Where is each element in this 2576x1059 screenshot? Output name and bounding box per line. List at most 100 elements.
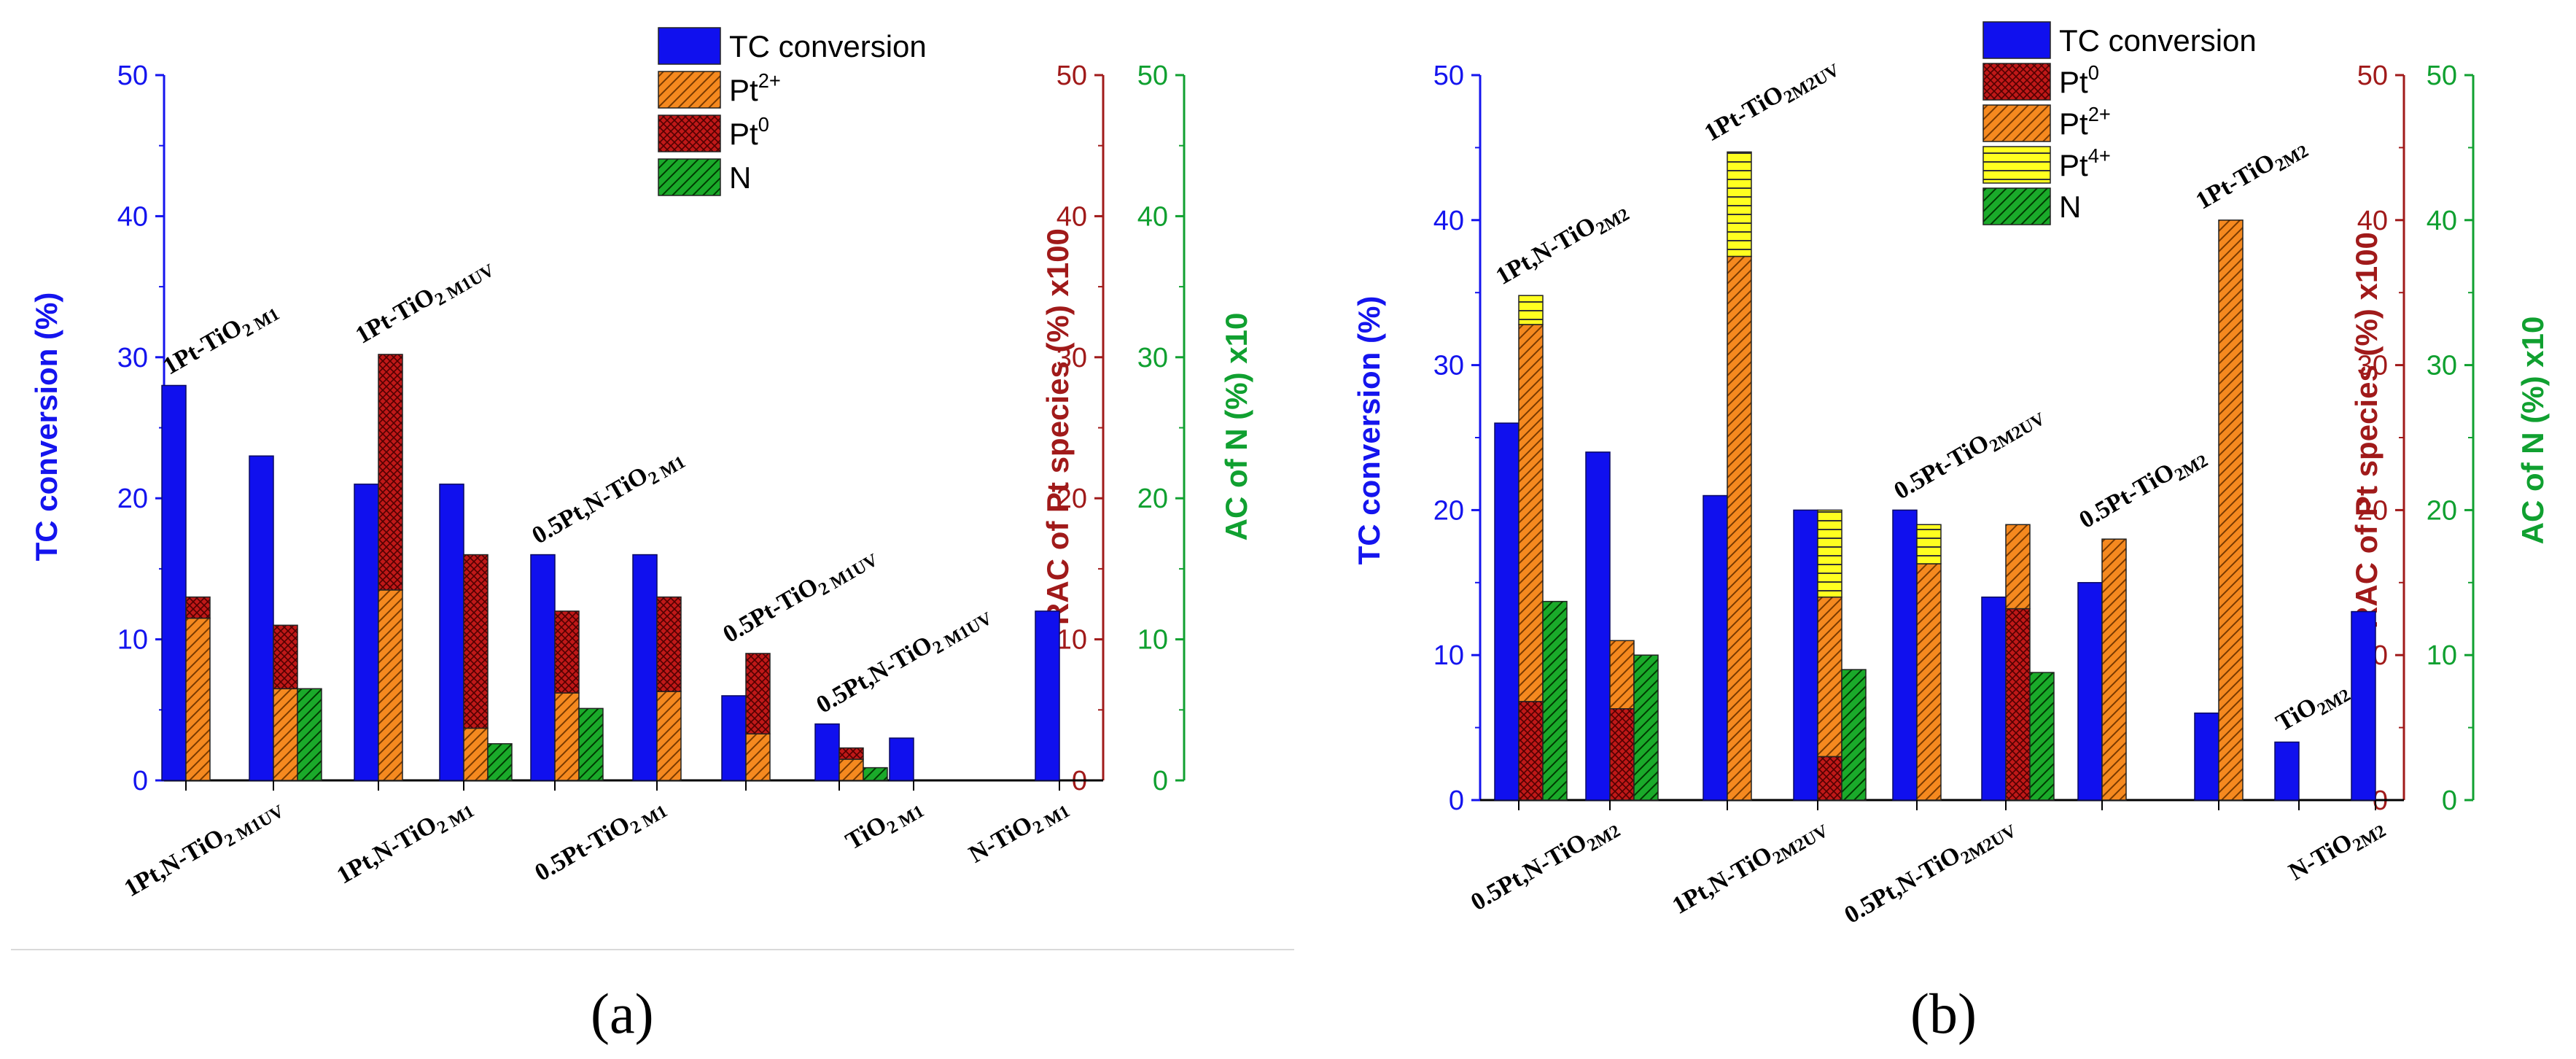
bar-pt2 xyxy=(1817,596,1842,758)
bar-n xyxy=(1841,669,1867,801)
legend-sup: 0 xyxy=(758,113,769,136)
green-axis-tick-label: 40 xyxy=(1137,201,1168,232)
panel-a-chart: 0 10 20 30 40 50 0 10 20 30 40 50 0 10 20 30 40 50 TC conv… xyxy=(29,27,1253,907)
legend-label: Pt0 xyxy=(729,113,769,151)
left-axis-tick-label: 40 xyxy=(117,201,148,232)
bar-pt0 xyxy=(554,610,580,694)
bar-n xyxy=(578,707,604,781)
green-axis-tick-label: 10 xyxy=(2427,640,2457,671)
legend-swatch xyxy=(1982,104,2051,142)
bar-pt0 xyxy=(273,624,298,690)
left-axis-tick-label: 50 xyxy=(117,61,148,91)
legend-swatch xyxy=(1982,63,2051,101)
sample-label: 0.5Pt,N-TiO2M2 xyxy=(1466,811,1624,920)
sample-label-sub: 2 M1 xyxy=(884,802,927,838)
bar-pt0 xyxy=(1518,701,1544,801)
sample-label-sub: 2 M1UV xyxy=(432,260,498,310)
sample-label-sub: 2 M1 xyxy=(645,452,689,489)
bar-tc xyxy=(721,695,747,781)
red-axis-tick-label: 40 xyxy=(2357,206,2388,236)
left-axis-tick-label: 30 xyxy=(117,343,148,373)
bar-pt2 xyxy=(1916,563,1942,801)
bar-pt2 xyxy=(463,727,489,781)
panel-divider xyxy=(11,949,1294,950)
legend-sup: 0 xyxy=(2088,61,2099,84)
red-axis-tick-label: 30 xyxy=(2357,351,2388,381)
bar-pt4 xyxy=(1817,509,1842,598)
sample-label-sub: 2 M1 xyxy=(434,802,478,838)
green-axis-tick-label: 30 xyxy=(2427,351,2457,381)
red-axis-tick-label: 20 xyxy=(2357,495,2388,526)
bar-pt0 xyxy=(185,596,211,619)
legend-swatch xyxy=(658,71,721,109)
green-axis-tick-label: 20 xyxy=(2427,495,2457,526)
green-axis-tick-label: 30 xyxy=(1137,343,1168,373)
bar-pt2 xyxy=(2218,220,2244,801)
sample-label: 1Pt-TiO2 M1 xyxy=(159,294,284,384)
legend-sup: 2+ xyxy=(2088,103,2111,125)
sample-label-sub: 2 M1 xyxy=(627,802,671,838)
left-axis-tick-label: 20 xyxy=(117,484,148,514)
bar-tc xyxy=(2077,582,2103,801)
sample-label: 1Pt,N-TiO2 M1UV xyxy=(120,791,287,907)
green-axis-tick-label: 0 xyxy=(1153,766,1168,796)
legend-swatch xyxy=(658,115,721,152)
bar-pt2 xyxy=(838,759,864,781)
bar-tc xyxy=(2351,610,2376,801)
bar-n xyxy=(2029,672,2055,801)
bar-pt4 xyxy=(1727,151,1752,257)
bar-pt2 xyxy=(745,733,771,781)
y3-axis-label: AC of N (%) x10 xyxy=(2515,317,2550,545)
bar-tc xyxy=(814,723,840,781)
legend-label: TC conversion xyxy=(2059,23,2257,58)
sample-label-sub: 2M2 xyxy=(2272,141,2312,176)
legend-label: N xyxy=(729,160,751,195)
sample-label-sub: 2M2 xyxy=(2171,451,2211,485)
legend-label: Pt4+ xyxy=(2059,144,2111,182)
bar-pt0 xyxy=(838,747,864,760)
bar-pt2 xyxy=(378,589,403,781)
bar-pt2 xyxy=(1609,640,1635,710)
y-axis-label: TC conversion (%) xyxy=(29,292,63,562)
legend-swatch xyxy=(658,27,721,65)
sample-label-sub: 2M2UV xyxy=(1781,60,1843,107)
red-axis-tick-label: 50 xyxy=(1057,61,1087,91)
green-axis-tick-label: 0 xyxy=(2442,785,2457,816)
left-axis-tick-label: 20 xyxy=(1433,495,1464,526)
bar-n xyxy=(297,688,322,781)
sample-label: TiO2M2 xyxy=(2272,675,2354,741)
left-axis-tick-label: 0 xyxy=(1449,785,1464,816)
legend-swatch xyxy=(1982,146,2051,184)
legend-label: TC conversion xyxy=(729,29,927,63)
y2-axis-label: RAC of Pt species (%) x100 xyxy=(1040,228,1075,625)
bar-pt0 xyxy=(1609,708,1635,801)
sample-label-sub: 2 M1 xyxy=(239,304,283,341)
bar-n xyxy=(487,742,513,781)
bar-tc xyxy=(889,737,914,781)
bar-tc xyxy=(632,554,658,781)
legend-label: Pt0 xyxy=(2059,61,2099,99)
sample-label: 1Pt-TiO2M2UV xyxy=(1700,50,1843,150)
sample-label: 1Pt-TiO2M2 xyxy=(2192,131,2312,219)
sample-label: 0.5Pt,N-TiO2M2UV xyxy=(1840,811,2020,933)
bar-tc xyxy=(1585,451,1611,801)
legend-swatch xyxy=(658,158,721,196)
green-axis-tick-label: 50 xyxy=(1137,61,1168,91)
left-axis-tick-label: 40 xyxy=(1433,206,1464,236)
bar-tc xyxy=(1892,509,1918,801)
sample-label: 0.5Pt-TiO2 M1 xyxy=(530,791,671,891)
legend-swatch xyxy=(1982,187,2051,225)
sample-label: N-TiO2 M1 xyxy=(965,791,1073,872)
sample-label-sub: 2M2UV xyxy=(1958,821,2020,869)
bar-tc xyxy=(354,484,379,781)
bar-pt2 xyxy=(1518,324,1544,702)
left-axis-tick-label: 10 xyxy=(117,625,148,656)
left-axis-tick-label: 0 xyxy=(133,766,148,796)
red-axis-tick-label: 40 xyxy=(1057,201,1087,232)
sample-label-sub: 2 M1UV xyxy=(815,550,882,600)
left-axis-tick-label: 10 xyxy=(1433,640,1464,671)
bar-tc xyxy=(1981,596,2007,801)
green-axis-tick-label: 40 xyxy=(2427,206,2457,236)
panel-a-caption: (a) xyxy=(591,982,654,1045)
